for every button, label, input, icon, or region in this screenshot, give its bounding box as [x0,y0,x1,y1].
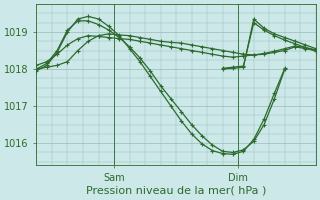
X-axis label: Pression niveau de la mer( hPa ): Pression niveau de la mer( hPa ) [86,186,266,196]
